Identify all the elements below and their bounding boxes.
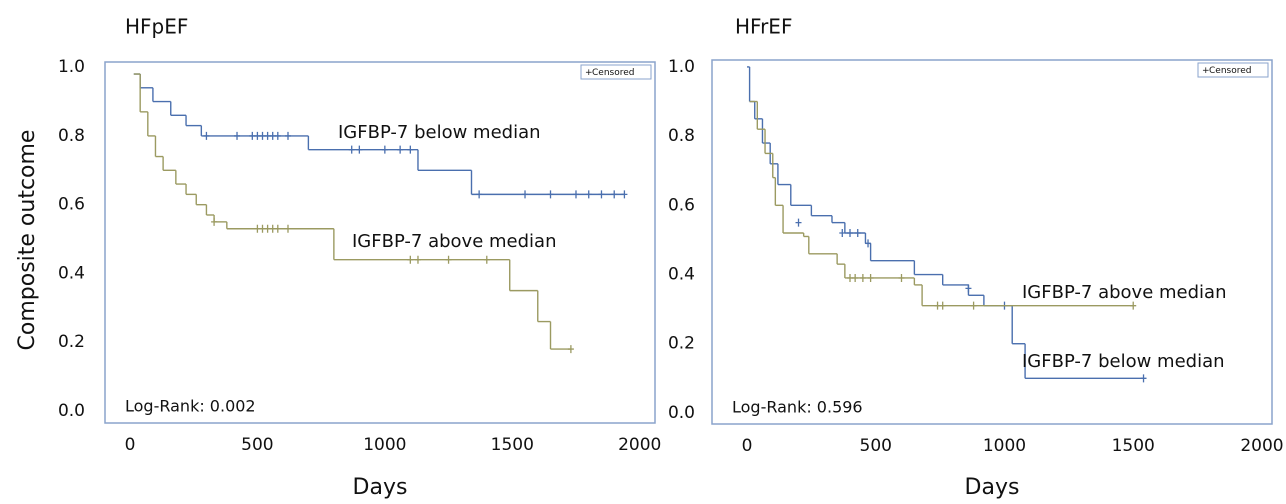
x-tick-label: 0 [742,436,753,456]
censor-mark [1140,374,1147,383]
censor-mark [445,255,452,264]
censor-mark [852,273,859,282]
y-tick-label: 0.2 [668,334,695,354]
censor-mark [598,190,605,199]
chart-title: HFrEF [735,15,792,39]
censor-mark [865,239,872,248]
censor-mark [934,301,941,310]
y-tick-label: 0.6 [58,195,85,215]
censor-mark [867,273,874,282]
plot-frame [104,61,656,424]
legend-box [1197,62,1269,78]
x-tick-label: 0 [125,435,136,455]
censor-mark [847,229,854,238]
x-tick-label: 500 [241,435,273,455]
censor-mark [898,273,905,282]
censor-mark [269,224,276,233]
censor-mark [234,131,241,140]
censor-mark [970,301,977,310]
censor-mark [259,131,266,140]
censor-mark [407,145,414,154]
legend-label: Censored [592,68,634,78]
censor-mark [795,218,802,227]
censor-mark [356,145,363,154]
censor-mark [381,145,388,154]
y-tick-label: 0.8 [58,126,85,146]
censor-mark [585,190,592,199]
y-tick-label: 1.0 [668,57,695,77]
x-tick-label: 2000 [618,435,661,455]
y-tick-label: 0.6 [668,195,695,215]
censor-mark [1130,301,1137,310]
censor-mark [572,190,579,199]
censor-mark [264,224,271,233]
censor-mark [211,217,218,226]
log-rank-annotation: Log-Rank: 0.596 [732,398,863,417]
censor-mark [284,224,291,233]
censor-mark [611,190,618,199]
y-tick-label: 1.0 [58,57,85,77]
censor-mark [854,229,861,238]
censor-mark [264,131,271,140]
censor-mark [965,284,972,293]
censor-mark [414,255,421,264]
series-label: IGFBP-7 above median [352,231,556,252]
x-tick-label: 500 [860,436,892,456]
censor-mark [249,131,256,140]
y-axis-label: Composite outcome [15,130,40,351]
censor-mark [284,131,291,140]
censor-mark [839,229,846,238]
x-tick-label: 1000 [983,436,1026,456]
censor-mark [397,145,404,154]
legend-label: Censored [1209,66,1251,76]
plot-frame [711,59,1273,425]
censor-mark [254,131,261,140]
x-tick-label: 2000 [1240,436,1283,456]
legend-symbol: + [585,68,593,78]
censor-mark [621,190,628,199]
legend-box [580,64,652,80]
series-label: IGFBP-7 below median [338,122,541,143]
censor-mark [939,301,946,310]
censor-mark [407,255,414,264]
censor-mark [522,190,529,199]
censor-mark [274,131,281,140]
x-tick-label: 1000 [363,435,406,455]
censor-mark [859,273,866,282]
y-tick-label: 0.4 [58,263,85,283]
censor-mark [847,273,854,282]
x-axis-label: Days [353,475,408,500]
censor-mark [259,224,266,233]
censor-mark [203,131,210,140]
censor-mark [269,131,276,140]
censor-mark [254,224,261,233]
legend-symbol: + [1202,66,1210,76]
censor-mark [476,190,483,199]
log-rank-annotation: Log-Rank: 0.002 [125,397,256,416]
y-tick-label: 0.0 [58,401,85,421]
y-tick-label: 0.0 [668,403,695,423]
x-axis-label: Days [965,475,1020,500]
censor-mark [483,255,490,264]
censor-mark [547,190,554,199]
x-tick-label: 1500 [1112,436,1155,456]
x-tick-label: 1500 [491,435,534,455]
censor-mark [348,145,355,154]
y-tick-label: 0.4 [668,265,695,285]
series-label: IGFBP-7 below median [1022,351,1225,372]
censor-mark [567,345,574,354]
chart-title: HFpEF [125,15,188,39]
y-tick-label: 0.2 [58,332,85,352]
series-label: IGFBP-7 above median [1022,282,1226,303]
y-tick-label: 0.8 [668,126,695,146]
censor-mark [274,224,281,233]
